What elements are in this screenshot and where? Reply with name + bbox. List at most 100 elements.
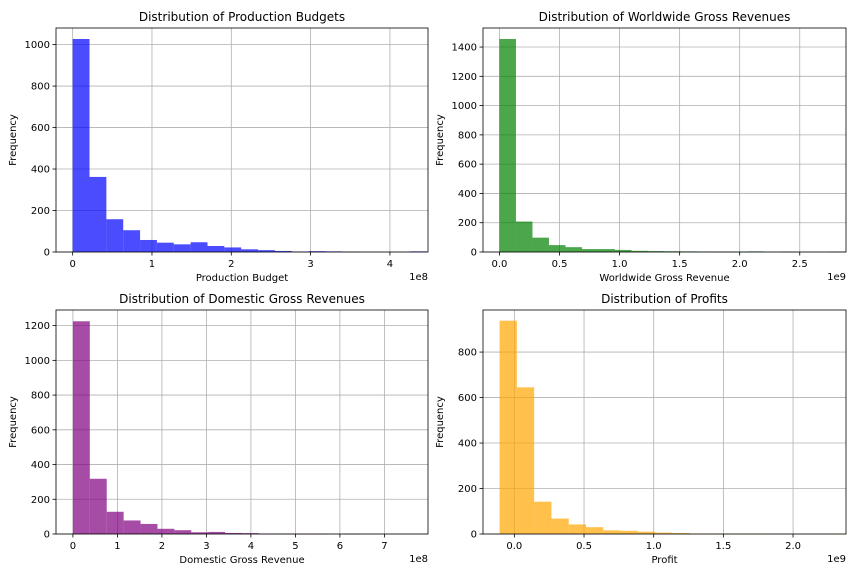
histogram-bar (191, 532, 209, 534)
histogram-bar (72, 321, 90, 534)
histogram-panel-1: 0 1 2 3 4 0 200 400 600 800 1000 Distribution of Pr… (8, 10, 429, 284)
y-tick-label: 1000 (25, 356, 50, 367)
histogram-panel-2: 0.0 0.5 1.0 1.5 2.0 2.5 0 200 400 600 800 1000 1200 1… (435, 10, 847, 284)
histogram-bar (207, 245, 225, 252)
x-axis-label: Domestic Gross Revenue (179, 555, 304, 566)
x-tick-label: 0 (70, 541, 76, 552)
y-axis-label: Frequency (8, 114, 19, 166)
y-tick-label: 800 (458, 348, 477, 359)
histogram-bar (548, 245, 566, 252)
axes-frame (55, 27, 429, 253)
x-tick-label: 4 (387, 259, 393, 270)
histogram-bar (156, 242, 174, 252)
x-tick-label: 1.0 (612, 259, 628, 270)
x-tick-label: 2 (159, 541, 165, 552)
axes-frame (482, 309, 847, 535)
x-tick-label: 6 (337, 541, 343, 552)
histogram-bar (173, 244, 191, 252)
y-tick-label: 0 (44, 530, 50, 541)
x-tick-label: 1 (149, 259, 155, 270)
histogram-bar (603, 530, 621, 534)
chart-title: Distribution of Profits (601, 292, 728, 306)
y-tick-label: 800 (31, 82, 50, 93)
histogram-bar (614, 249, 632, 252)
y-axis-label: Frequency (435, 114, 446, 166)
y-tick-label: 1000 (25, 40, 50, 51)
x-tick-label: 0.0 (492, 259, 508, 270)
histogram-bar (534, 501, 552, 534)
histogram-bar (190, 242, 208, 252)
histogram-bar (174, 530, 192, 534)
chart-title: Distribution of Worldwide Gross Revenues (539, 10, 791, 24)
histogram-bar (672, 533, 690, 534)
histogram-bar (647, 251, 665, 252)
histogram-bar (585, 527, 604, 534)
y-tick-label: 200 (458, 218, 477, 229)
x-tick-label: 3 (203, 541, 209, 552)
histogram-bar (225, 532, 242, 534)
x-tick-label: 2.0 (732, 259, 748, 270)
x-tick-label: 4 (248, 541, 254, 552)
x-axis-label: Worldwide Gross Revenue (599, 273, 729, 284)
histogram-bar (499, 320, 517, 534)
y-tick-label: 200 (31, 206, 50, 217)
histogram-bar (637, 531, 656, 534)
histogram-bar (106, 219, 124, 252)
histogram-bar (655, 532, 673, 534)
x-tick-label: 1 (114, 541, 120, 552)
y-tick-label: 400 (458, 189, 477, 200)
x-tick-label: 0 (69, 259, 75, 270)
y-tick-label: 800 (31, 391, 50, 402)
histogram-bar (499, 38, 516, 252)
histogram-bar (140, 239, 157, 252)
axes-frame (482, 27, 847, 253)
y-tick-label: 1200 (25, 321, 50, 332)
y-tick-label: 400 (458, 439, 477, 450)
y-tick-label: 400 (31, 165, 50, 176)
histogram-bar (242, 533, 259, 534)
y-tick-label: 1400 (452, 43, 477, 54)
histogram-bar (258, 250, 275, 252)
histogram-bar (551, 518, 569, 534)
histogram-panel-4: 0.0 0.5 1.0 1.5 2.0 0 200 400 600 800 Distribution… (435, 292, 847, 566)
y-tick-label: 1200 (452, 72, 477, 83)
y-tick-label: 600 (31, 123, 50, 134)
y-tick-label: 600 (458, 160, 477, 171)
x-tick-label: 2.5 (792, 259, 808, 270)
histogram-bar (598, 249, 615, 252)
axes-frame (55, 309, 429, 535)
y-tick-label: 0 (471, 248, 477, 259)
x-tick-label: 2.0 (785, 541, 801, 552)
x-axis-label: Production Budget (196, 273, 288, 284)
y-axis-label: Frequency (8, 396, 19, 448)
histogram-bar (123, 520, 141, 534)
y-tick-label: 600 (458, 393, 477, 404)
x-tick-label: 1.5 (715, 541, 731, 552)
x-tick-label: 0.5 (552, 259, 568, 270)
histogram-bar (515, 221, 533, 252)
y-tick-label: 800 (458, 130, 477, 141)
x-tick-label: 5 (292, 541, 298, 552)
histogram-bar (274, 250, 292, 252)
x-axis-offset-text: 1e8 (409, 554, 428, 565)
histogram-bar (308, 251, 326, 252)
y-tick-label: 200 (31, 495, 50, 506)
histogram-bar (532, 237, 549, 252)
x-tick-label: 1.0 (646, 541, 662, 552)
y-tick-label: 0 (44, 248, 50, 259)
histogram-bar (123, 230, 141, 252)
histogram-bar (140, 523, 158, 534)
chart-title: Distribution of Domestic Gross Revenues (119, 292, 365, 306)
x-tick-label: 7 (381, 541, 387, 552)
x-axis-offset-text: 1e9 (827, 554, 846, 565)
y-tick-label: 1000 (452, 101, 477, 112)
histogram-bar (620, 530, 638, 534)
x-axis-offset-text: 1e9 (827, 272, 846, 283)
histogram-bar (516, 387, 535, 534)
x-tick-label: 1.5 (672, 259, 688, 270)
histogram-bar (568, 524, 586, 534)
histogram-bar (565, 247, 582, 252)
histogram-panel-3: 0 1 2 3 4 5 6 7 0 200 400 600 800 1000 1200 Distributio… (8, 292, 429, 566)
histogram-bar (89, 478, 107, 534)
